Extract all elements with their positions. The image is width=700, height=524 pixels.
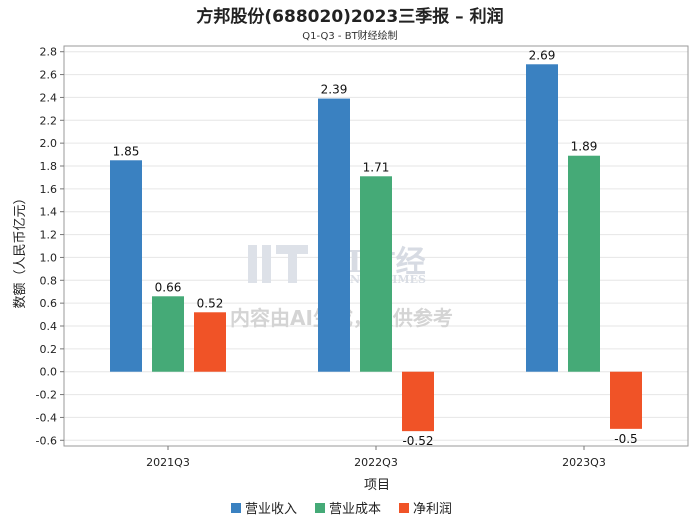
x-tick-label: 2022Q3 (354, 456, 398, 469)
data-label: -0.5 (614, 432, 637, 446)
watermark-logo-mark (248, 245, 257, 283)
y-tick-label: 1.6 (40, 183, 58, 196)
x-tick-label: 2023Q3 (562, 456, 606, 469)
bar (318, 98, 350, 372)
y-tick-label: 0.2 (40, 343, 58, 356)
watermark-logo-mark (262, 245, 271, 283)
axes: 2.8 2.6 2.4 2.2 2.0 1.8 1.6 1.4 1.2 1.0 0.8 0.6 0.4 0… (36, 45, 689, 469)
x-tick-label: 2021Q3 (146, 456, 190, 469)
data-label: 1.89 (571, 140, 598, 154)
x-axis-label: 项目 (364, 478, 390, 493)
chart-subtitle: Q1-Q3 - BT财经绘制 (302, 29, 397, 42)
bar (526, 64, 558, 372)
y-tick-label: 2.4 (40, 91, 58, 104)
y-tick-label: 0.4 (40, 320, 58, 333)
legend-label: 净利润 (413, 502, 452, 517)
legend-swatch (399, 503, 409, 513)
y-axis-label: 数额（人民币亿元） (13, 191, 28, 308)
bar (568, 155, 600, 372)
y-tick-label: 2.6 (40, 69, 58, 82)
y-tick-label: 0.0 (40, 366, 58, 379)
y-tick-label: 2.2 (40, 114, 58, 127)
data-label: 2.39 (321, 83, 348, 97)
y-tick-label: -0.4 (36, 411, 57, 424)
y-tick-label: 1.4 (40, 206, 58, 219)
y-tick-label: 2.8 (40, 46, 58, 59)
bar (360, 176, 392, 372)
y-tick-label: 1.8 (40, 160, 58, 173)
bar (194, 312, 226, 372)
data-label: 1.85 (113, 144, 140, 158)
data-label: 0.66 (155, 280, 182, 294)
data-label: 0.52 (197, 296, 224, 310)
bar (110, 160, 142, 372)
watermark-logo-mark (276, 245, 308, 254)
y-tick-label: 2.0 (40, 137, 58, 150)
data-label: 1.71 (363, 160, 390, 174)
chart-title: 方邦股份(688020)2023三季报 – 利润 (196, 6, 503, 27)
y-tick-label: -0.2 (36, 389, 57, 402)
watermark-logo-mark (288, 254, 297, 283)
data-label: 2.69 (529, 48, 556, 62)
bar (402, 371, 434, 432)
y-tick-label: 0.6 (40, 297, 58, 310)
bar (610, 371, 642, 429)
y-tick-label: 0.8 (40, 274, 58, 287)
legend-swatch (231, 503, 241, 513)
legend-label: 营业收入 (245, 502, 297, 517)
bar (152, 296, 184, 372)
data-label: -0.52 (402, 434, 433, 448)
bars (110, 64, 642, 432)
legend-label: 营业成本 (329, 502, 381, 517)
data-labels: 1.85 0.66 0.52 2.39 1.71 -0.52 2.69 1.89 -0.5 (113, 48, 638, 448)
y-tick-label: 1.0 (40, 251, 58, 264)
legend-swatch (315, 503, 325, 513)
y-tick-label: -0.6 (36, 434, 57, 447)
legend: 营业收入 营业成本 净利润 (231, 502, 452, 517)
y-tick-label: 1.2 (40, 229, 58, 242)
